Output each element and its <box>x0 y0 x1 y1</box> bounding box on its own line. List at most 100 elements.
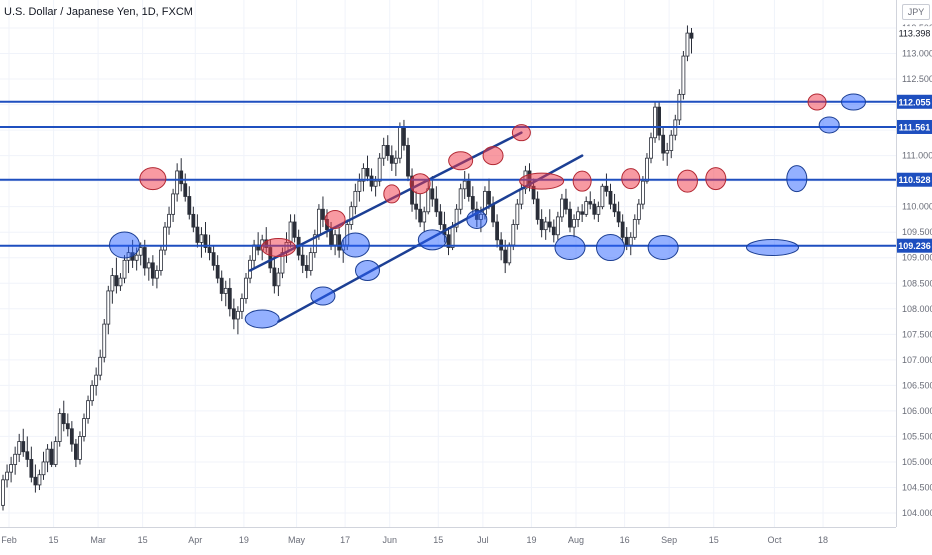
candle-body <box>555 216 560 236</box>
resistance-marker <box>519 172 565 190</box>
candle-body <box>45 448 50 463</box>
candle-body <box>41 461 46 476</box>
candle-body <box>393 157 398 164</box>
candle-body <box>669 134 674 151</box>
support-marker <box>841 93 866 111</box>
y-tick-label: 111.000 <box>902 151 932 161</box>
level-price-label: 109.236 <box>898 241 931 251</box>
candle-body <box>146 262 151 269</box>
candle-body <box>33 476 38 486</box>
candle-body <box>649 137 653 159</box>
candle-body <box>329 229 333 246</box>
candle-body <box>677 93 682 121</box>
candle-body <box>82 418 86 437</box>
candle-body <box>653 106 657 139</box>
candle-body <box>402 127 406 146</box>
y-tick-label: 113.000 <box>902 49 932 59</box>
candle-body <box>373 180 378 187</box>
y-tick-label: 110.000 <box>902 202 932 212</box>
candle-body <box>515 203 520 225</box>
candle-body <box>272 267 277 287</box>
candle-body <box>86 400 90 419</box>
resistance-marker <box>572 170 592 192</box>
candle-body <box>560 198 564 218</box>
candle-body <box>207 247 212 254</box>
candle-body <box>5 471 9 481</box>
candle-body <box>689 32 694 39</box>
candle-body <box>78 436 82 460</box>
candle-body <box>381 145 386 159</box>
candle-body <box>539 219 544 231</box>
candle-body <box>636 203 641 220</box>
candle-body <box>568 208 572 228</box>
candle-body <box>608 190 613 205</box>
candle-body <box>616 211 621 223</box>
candle-body <box>215 264 220 279</box>
candle-body <box>661 134 666 154</box>
candle-body <box>304 264 309 271</box>
candle-body <box>308 252 313 271</box>
candle-body <box>195 226 200 243</box>
candle-body <box>466 180 471 197</box>
candle-body <box>337 234 342 251</box>
resistance-marker <box>260 238 296 258</box>
resistance-marker <box>807 93 827 111</box>
x-tick-label: 19 <box>239 535 249 545</box>
y-tick-label: 105.500 <box>902 431 932 441</box>
candle-body <box>118 277 123 287</box>
candle-body <box>74 443 78 460</box>
candle-body <box>592 203 597 215</box>
candle-body <box>114 275 119 287</box>
x-tick-label: 16 <box>620 535 630 545</box>
candle-body <box>110 275 115 292</box>
x-tick-label: 19 <box>526 535 536 545</box>
x-tick-label: Sep <box>661 535 677 545</box>
candle-body <box>357 180 362 192</box>
candle-body <box>142 247 147 269</box>
candle-body <box>422 211 427 223</box>
candle-body <box>434 198 439 213</box>
resistance-marker <box>482 146 504 166</box>
support-marker <box>244 309 280 329</box>
x-tick-label: Feb <box>1 535 17 545</box>
candle-body <box>507 244 512 264</box>
y-tick-label: 104.000 <box>902 508 932 518</box>
candle-body <box>462 180 467 190</box>
candle-body <box>353 190 358 208</box>
support-marker <box>417 229 447 251</box>
x-tick-label: 15 <box>709 535 719 545</box>
candle-body <box>179 170 184 185</box>
candle-body <box>183 183 188 197</box>
support-marker <box>109 231 140 259</box>
candle-body <box>187 196 192 215</box>
candle-body <box>333 234 338 246</box>
resistance-marker <box>409 173 431 195</box>
candle-body <box>17 441 22 455</box>
candle-body <box>90 384 94 402</box>
candle-body <box>199 234 204 243</box>
y-tick-label: 108.000 <box>902 304 932 314</box>
candle-body <box>551 226 556 236</box>
candle-body <box>288 221 293 243</box>
support-marker <box>310 286 336 306</box>
resistance-marker <box>511 124 531 142</box>
x-tick-label: May <box>288 535 306 545</box>
candle-body <box>292 221 297 238</box>
candle-body <box>321 208 325 220</box>
candle-body <box>564 198 568 210</box>
candle-body <box>576 211 580 220</box>
candle-body <box>641 180 645 205</box>
y-tick-label: 107.000 <box>902 355 932 365</box>
last-price-label: 113.398 <box>899 29 931 39</box>
currency-badge[interactable]: JPY <box>902 4 930 20</box>
y-tick-label: 112.500 <box>902 74 932 84</box>
candle-body <box>369 175 374 187</box>
candle-body <box>547 221 552 228</box>
candle-body <box>211 252 216 266</box>
support-marker <box>647 235 679 261</box>
support-marker <box>355 260 380 281</box>
resistance-marker <box>324 209 346 229</box>
resistance-marker <box>676 169 698 193</box>
